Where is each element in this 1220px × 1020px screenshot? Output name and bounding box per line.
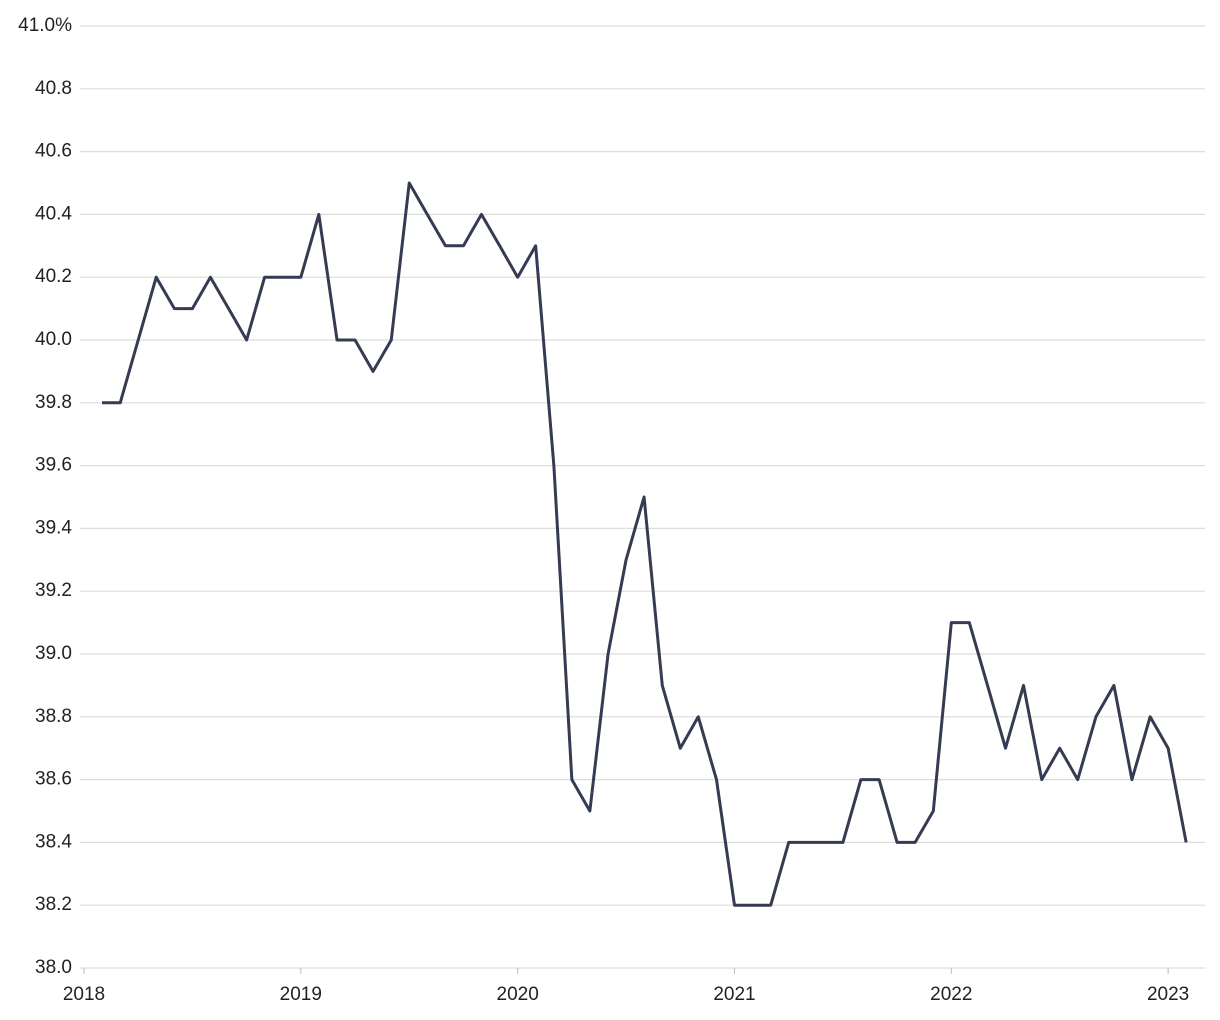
line <box>101 181 1188 907</box>
x-tick-label: 2022 <box>930 984 972 1005</box>
y-tick-label: 38.0 <box>35 957 72 978</box>
x-tick-label: 2020 <box>497 984 539 1005</box>
y-tick-label: 39.8 <box>35 392 72 413</box>
x-tick-label: 2018 <box>63 984 105 1005</box>
y-tick-label: 41.0% <box>18 15 72 36</box>
y-tick-label: 40.0 <box>35 329 72 350</box>
y-tick-label: 38.6 <box>35 769 72 790</box>
x-tick-label: 2021 <box>713 984 755 1005</box>
y-tick-label: 40.4 <box>35 203 72 224</box>
y-tick-label: 39.0 <box>35 643 72 664</box>
y-tick-label: 39.6 <box>35 455 72 476</box>
y-tick-label: 38.4 <box>35 831 72 852</box>
x-tick-label: 2023 <box>1147 984 1189 1005</box>
y-tick-label: 38.2 <box>35 894 72 915</box>
y-tick-label: 40.2 <box>35 266 72 287</box>
y-tick-label: 40.6 <box>35 141 72 162</box>
x-tick-label: 2019 <box>280 984 322 1005</box>
y-tick-label: 39.2 <box>35 580 72 601</box>
y-tick-label: 38.8 <box>35 706 72 727</box>
y-tick-label: 40.8 <box>35 78 72 99</box>
y-tick-label: 39.4 <box>35 517 72 538</box>
